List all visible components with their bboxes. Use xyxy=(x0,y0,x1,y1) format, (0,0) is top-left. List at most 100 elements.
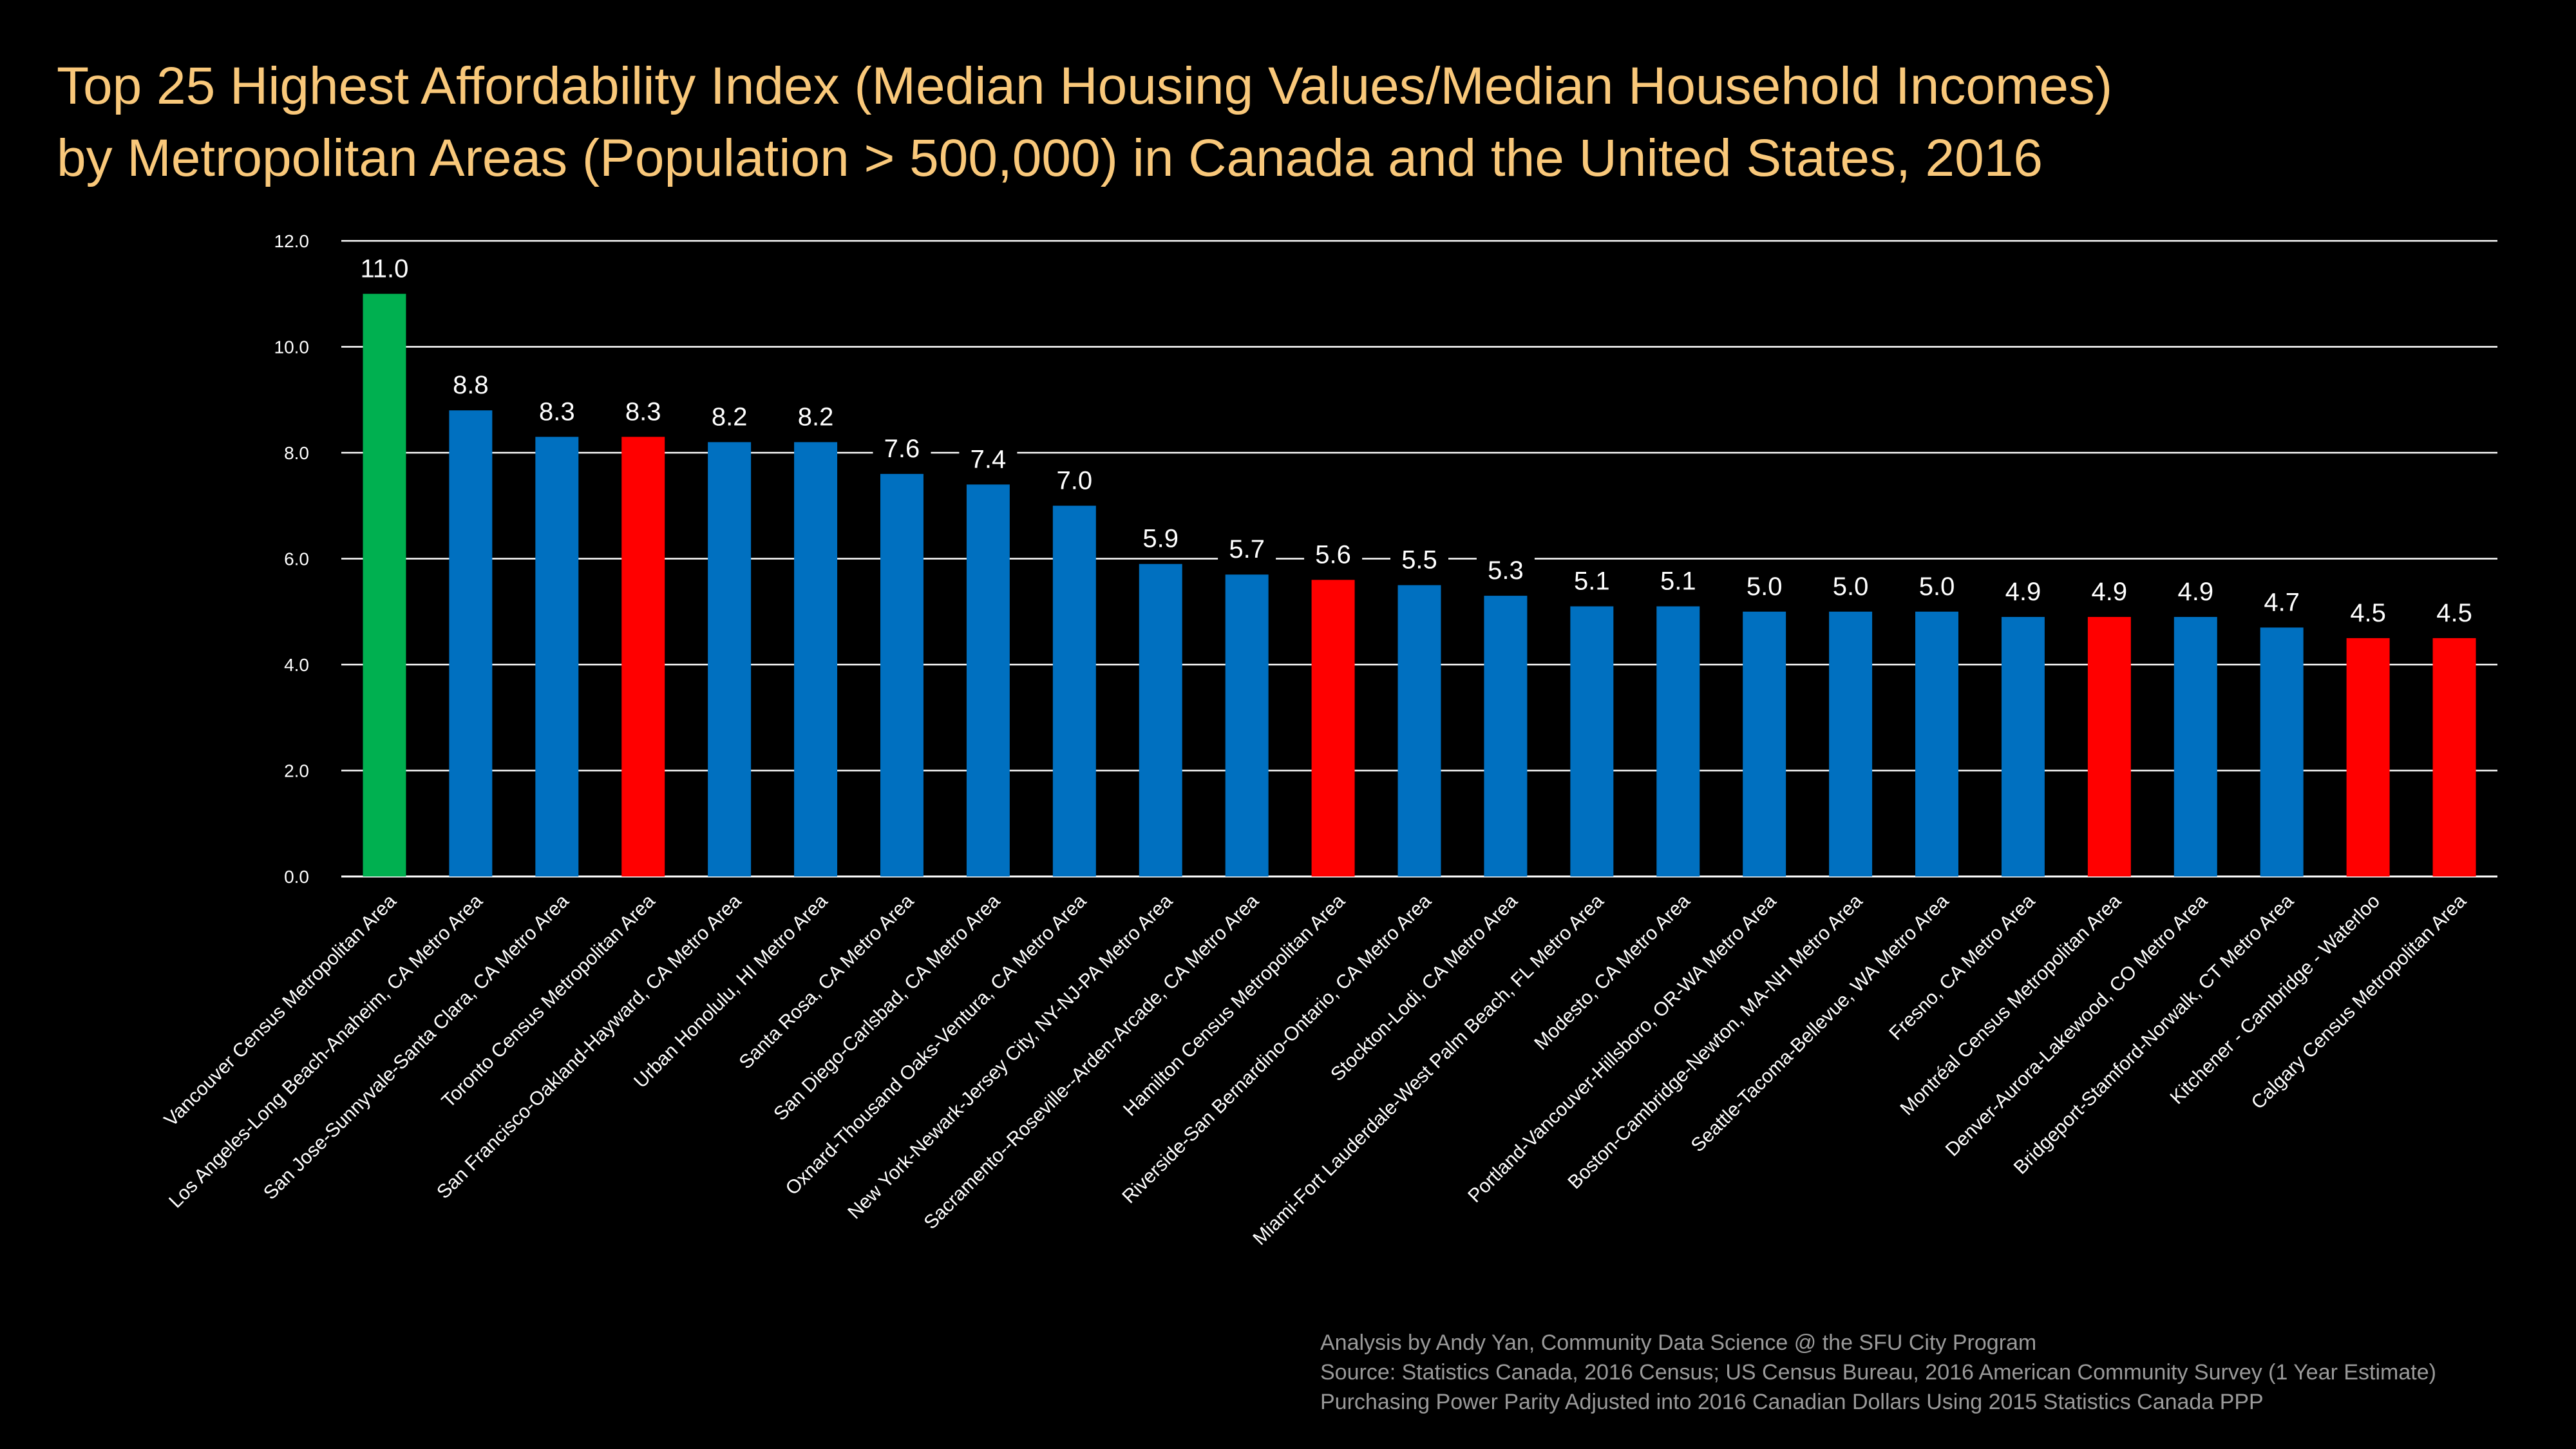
bar xyxy=(1656,606,1700,876)
value-label-background xyxy=(959,442,1018,476)
value-label-background xyxy=(1821,569,1880,603)
value-label: 4.5 xyxy=(2436,599,2472,627)
x-tick-label: Los Angeles-Long Beach-Anaheim, CA Metro… xyxy=(165,890,487,1212)
x-tick-label: Boston-Cambridge-Newton, MA-NH Metro Are… xyxy=(1564,890,1866,1193)
value-label-background xyxy=(1649,564,1707,598)
value-label-background xyxy=(1132,521,1190,555)
value-label: 8.2 xyxy=(798,403,834,431)
bar xyxy=(1139,564,1182,876)
bar xyxy=(1570,606,1614,876)
value-label: 8.3 xyxy=(539,397,575,426)
x-tick-label: Oxnard-Thousand Oaks-Ventura, CA Metro A… xyxy=(782,890,1091,1199)
y-tick-label: 10.0 xyxy=(274,337,310,357)
value-label-background xyxy=(2080,574,2139,608)
value-label-background xyxy=(2339,595,2398,629)
x-tick-label: Fresno, CA Metro Area xyxy=(1885,890,2039,1044)
chart-footer: Analysis by Andy Yan, Community Data Sci… xyxy=(1320,1328,2436,1417)
value-label-background xyxy=(527,394,586,428)
value-label-background xyxy=(786,399,845,433)
bar xyxy=(1484,596,1528,876)
bar xyxy=(794,442,838,876)
value-label: 7.6 xyxy=(884,435,920,463)
value-label: 5.7 xyxy=(1229,535,1265,564)
value-label-background xyxy=(1476,553,1535,587)
value-label: 5.9 xyxy=(1142,525,1179,553)
value-label: 5.0 xyxy=(1747,573,1783,601)
value-label-background xyxy=(1562,564,1621,598)
value-label-background xyxy=(2166,574,2225,608)
value-label-background xyxy=(2253,585,2311,619)
bar xyxy=(2260,627,2304,876)
value-label: 5.1 xyxy=(1574,567,1610,596)
value-label: 5.3 xyxy=(1488,556,1524,585)
value-label-background xyxy=(355,251,413,285)
value-label: 4.9 xyxy=(2005,578,2041,606)
x-tick-label: Santa Rosa, CA Metro Area xyxy=(735,890,918,1073)
bar xyxy=(1225,574,1269,876)
value-label: 4.9 xyxy=(2177,578,2213,606)
y-axis-ticks: 0.0 2.0 4.0 6.0 8.0 10.0 12.0 xyxy=(274,231,310,887)
bar xyxy=(2346,638,2390,876)
bar xyxy=(1743,611,1786,876)
x-tick-label: Riverside-San Bernardino-Ontario, CA Met… xyxy=(1118,890,1435,1208)
value-label: 5.1 xyxy=(1660,567,1696,596)
bars xyxy=(363,294,2476,876)
value-label-background xyxy=(1045,463,1104,497)
bar xyxy=(2001,616,2045,876)
footer-note: Purchasing Power Parity Adjusted into 20… xyxy=(1320,1390,2264,1414)
y-tick-label: 0.0 xyxy=(284,867,309,887)
value-label: 4.5 xyxy=(2350,599,2386,627)
value-label: 5.6 xyxy=(1315,540,1351,569)
y-tick-label: 4.0 xyxy=(284,655,309,675)
value-label: 7.0 xyxy=(1057,466,1093,495)
chart-title-line-2: by Metropolitan Areas (Population > 500,… xyxy=(57,129,2043,187)
value-label-background xyxy=(1304,537,1363,571)
bar xyxy=(2087,616,2131,876)
value-labels: 11.0 8.8 8.3 8.3 8.2 8.2 7.6 7.4 7.0 5.9 5.7 5.6 5.5… xyxy=(355,251,2484,629)
x-tick-label: New York-Newark-Jersey City, NY-NJ-PA Me… xyxy=(844,890,1177,1223)
bar xyxy=(1915,611,1958,876)
bar xyxy=(621,437,665,876)
footer-source: Source: Statistics Canada, 2016 Census; … xyxy=(1320,1360,2436,1385)
value-label: 5.0 xyxy=(1833,573,1869,601)
bar xyxy=(708,442,752,876)
value-label: 7.4 xyxy=(971,445,1007,473)
value-label: 8.2 xyxy=(712,403,748,431)
value-label-background xyxy=(2425,595,2484,629)
bar xyxy=(363,294,406,876)
x-tick-label: Stockton-Lodi, CA Metro Area xyxy=(1327,890,1522,1085)
value-label-background xyxy=(1218,532,1276,566)
x-tick-label: San Francisco-Oakland-Hayward, CA Metro … xyxy=(433,890,746,1203)
bar xyxy=(2174,616,2217,876)
x-tick-label: Modesto, CA Metro Area xyxy=(1530,890,1694,1054)
value-label: 8.8 xyxy=(453,371,489,399)
bar xyxy=(966,484,1010,876)
value-label-background xyxy=(1390,542,1448,576)
value-label: 4.9 xyxy=(2092,578,2128,606)
x-tick-label: San Jose-Sunnyvale-Santa Clara, CA Metro… xyxy=(260,890,573,1204)
value-label-background xyxy=(1908,569,1966,603)
bar xyxy=(880,473,923,876)
chart-title-line-1: Top 25 Highest Affordability Index (Medi… xyxy=(57,57,2113,115)
bar xyxy=(1829,611,1873,876)
value-label: 5.5 xyxy=(1401,546,1437,574)
y-tick-label: 12.0 xyxy=(274,231,310,251)
bar xyxy=(2432,638,2476,876)
y-tick-label: 6.0 xyxy=(284,549,309,569)
value-label: 4.7 xyxy=(2264,588,2300,616)
bar xyxy=(1397,585,1441,876)
bar xyxy=(535,437,579,876)
value-label-background xyxy=(873,431,931,465)
value-label-background xyxy=(1735,569,1794,603)
y-tick-label: 8.0 xyxy=(284,443,309,463)
value-label-background xyxy=(614,394,672,428)
value-label-background xyxy=(700,399,759,433)
bar xyxy=(1311,580,1355,876)
value-label: 5.0 xyxy=(1919,573,1955,601)
y-tick-label: 2.0 xyxy=(284,761,309,781)
value-label-background xyxy=(441,368,500,402)
bar xyxy=(449,410,493,876)
value-label: 8.3 xyxy=(625,397,661,426)
